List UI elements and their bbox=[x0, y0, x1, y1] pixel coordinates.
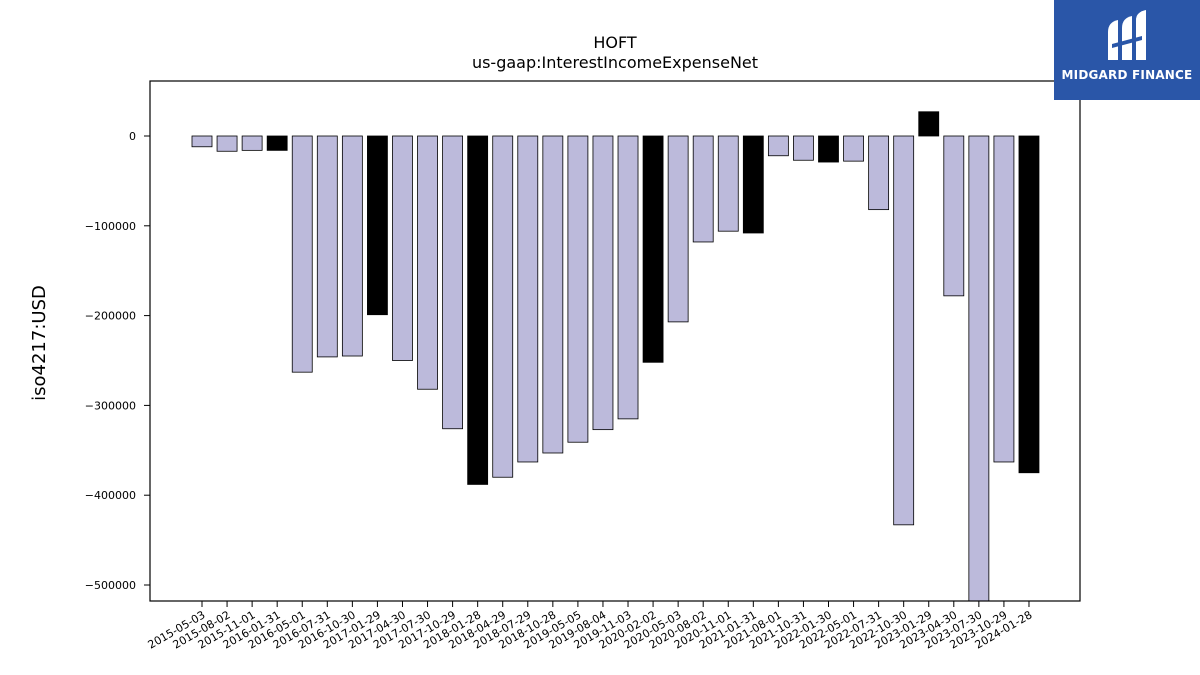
bar-2019-08-04 bbox=[592, 135, 614, 431]
bar-2021-10-31 bbox=[793, 135, 814, 161]
midgard-finance-logo: MIDGARD FINANCE bbox=[1054, 0, 1200, 100]
bar-2017-04-30 bbox=[392, 135, 413, 361]
bar-2017-07-30 bbox=[417, 135, 438, 390]
bars-group bbox=[191, 111, 1040, 602]
chart-subtitle: us-gaap:InterestIncomeExpenseNet bbox=[472, 53, 758, 72]
bar-2015-08-02 bbox=[216, 135, 238, 152]
bar-2020-02-02 bbox=[642, 135, 664, 363]
bar-2016-10-30 bbox=[341, 135, 363, 357]
bar-2022-05-01 bbox=[843, 135, 864, 162]
bar-2024-01-28 bbox=[1018, 135, 1040, 474]
bar-2022-01-30 bbox=[818, 135, 839, 163]
chart-title: HOFT bbox=[593, 33, 637, 52]
bar-2018-04-29 bbox=[492, 135, 514, 478]
bar-2022-10-30 bbox=[893, 135, 915, 526]
y-tick-label: −500000 bbox=[85, 579, 136, 592]
bar-2021-08-01 bbox=[767, 135, 789, 157]
bar-2021-01-31 bbox=[742, 135, 764, 234]
x-axis-ticks: 2015-05-032015-08-022015-11-012016-01-31… bbox=[146, 601, 1034, 652]
bar-2023-04-30 bbox=[943, 135, 965, 297]
y-tick-label: −400000 bbox=[85, 489, 136, 502]
bar-2017-01-29 bbox=[367, 135, 388, 316]
bar-2020-08-02 bbox=[692, 135, 714, 243]
bar-2016-07-31 bbox=[316, 135, 338, 358]
y-tick-label: −100000 bbox=[85, 220, 136, 233]
bar-2018-01-28 bbox=[467, 135, 489, 485]
y-axis-ticks: 0 −100000 −200000 −300000 −400000 −500000 bbox=[85, 130, 150, 592]
bar-2018-07-29 bbox=[517, 135, 539, 463]
bar-2020-11-01 bbox=[717, 135, 739, 232]
bar-2017-10-29 bbox=[442, 135, 464, 430]
bar-2023-01-29 bbox=[918, 111, 940, 137]
bar-2016-01-31 bbox=[266, 135, 288, 151]
midgard-logo-icon bbox=[1108, 10, 1146, 60]
bar-2023-10-29 bbox=[993, 135, 1015, 463]
bar-2015-11-01 bbox=[241, 135, 263, 151]
bar-2023-07-30 bbox=[968, 135, 990, 602]
bar-2020-05-03 bbox=[667, 135, 689, 323]
bar-2022-07-31 bbox=[868, 135, 890, 211]
plot-frame bbox=[149, 80, 1081, 602]
bar-2019-11-03 bbox=[617, 135, 639, 420]
y-axis-label: iso4217:USD bbox=[29, 285, 50, 401]
bar-2016-05-01 bbox=[291, 135, 313, 373]
y-tick-label: 0 bbox=[129, 130, 136, 143]
y-tick-label: −300000 bbox=[85, 399, 136, 412]
y-tick-label: −200000 bbox=[85, 310, 136, 323]
bar-2018-10-28 bbox=[542, 135, 564, 454]
bar-2015-05-03 bbox=[191, 135, 213, 148]
bar-2019-05-05 bbox=[567, 135, 589, 443]
logo-text: MIDGARD FINANCE bbox=[1061, 68, 1193, 82]
